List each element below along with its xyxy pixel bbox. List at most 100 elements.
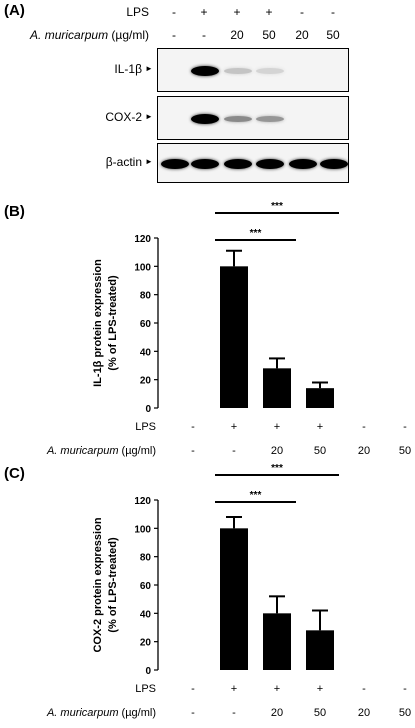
y-tick-label: 0 [145,666,151,677]
bar-1 [220,528,248,670]
y-axis-label-line1: IL-1β protein expression [92,259,104,387]
blot-arrow-icon-0: ► [145,64,153,73]
panel-a-lps-value-4: - [300,5,304,19]
panel-a-treatment-value-2: 20 [230,28,244,42]
lps-value-2: + [274,683,280,695]
treatment-value-0: - [191,707,195,719]
lps-value-1: + [231,421,237,433]
panel-a-treatment-value-3: 50 [262,28,276,42]
panel-a-treatment-value-4: 20 [295,28,309,42]
panel-a-lps-value-3: + [265,5,273,19]
bar-2 [263,613,291,670]
treatment-value-4: 20 [358,707,370,719]
significance-label-0: *** [250,490,262,501]
band-0-2 [224,68,252,74]
band-2-1 [191,159,219,169]
lps-value-3: + [317,421,323,433]
treatment-label: A. muricarpum (µg/ml) [46,445,156,457]
panel-a-lps-value-1: + [200,5,208,19]
lps-label: LPS [135,683,156,695]
lps-label: LPS [135,421,156,433]
bar-2 [263,368,291,408]
treatment-value-4: 20 [358,445,370,457]
panel-b-label: (B) [4,203,25,220]
y-axis-label-line2: (% of LPS-treated) [107,275,119,371]
y-tick-label: 20 [140,376,152,387]
y-tick-label: 40 [140,347,152,358]
treatment-value-5: 50 [399,445,411,457]
y-tick-label: 100 [134,262,151,273]
y-tick-label: 80 [140,553,152,564]
blot-0 [157,48,349,92]
band-0-3 [256,68,284,74]
panel-a-lps-value-0: - [172,5,176,19]
lps-value-1: + [231,683,237,695]
significance-label-0: *** [250,228,262,239]
panel-a-treatment-value-0: - [172,28,176,42]
treatment-value-3: 50 [314,445,326,457]
bar-3 [306,630,334,670]
panel-a-treatment-value-5: 50 [326,28,340,42]
treatment-unit: (µg/ml) [122,707,156,719]
band-2-2 [224,159,252,169]
blot-arrow-icon-1: ► [145,112,153,121]
lps-value-0: - [191,421,195,433]
treatment-label: A. muricarpum (µg/ml) [46,707,156,719]
band-0-1 [191,66,219,76]
panel-a-treatment-value-1: - [202,28,206,42]
treatment-name: A. muricarpum [46,445,122,457]
y-axis-label-line1: COX-2 protein expression [92,517,104,652]
significance-label-1: *** [271,201,283,212]
treatment-name: A. muricarpum [46,707,122,719]
blot-label-0: IL-1β [114,62,142,76]
lps-value-4: - [362,421,366,433]
panel-a-lps-value-5: - [331,5,335,19]
blot-2 [157,143,349,183]
treatment-value-2: 20 [271,445,283,457]
treatment-value-5: 50 [399,707,411,719]
treatment-value-0: - [191,445,195,457]
treatment-value-1: - [232,445,236,457]
lps-value-5: - [403,421,407,433]
y-tick-label: 60 [140,581,152,592]
band-2-3 [256,159,284,169]
panel-a-treatment-label: A. muricarpum (µg/ml) [30,28,149,42]
panel-a-lps-label: LPS [126,5,149,19]
panel-a-label: (A) [4,2,25,19]
bar-3 [306,388,334,408]
lps-value-3: + [317,683,323,695]
band-2-4 [289,159,317,169]
treatment-value-3: 50 [314,707,326,719]
y-tick-label: 40 [140,609,152,620]
treatment-unit: (µg/ml) [122,445,156,457]
y-tick-label: 80 [140,291,152,302]
treatment-value-1: - [232,707,236,719]
blot-label-2: β-actin [105,155,142,169]
y-tick-label: 120 [134,496,151,507]
lps-value-0: - [191,683,195,695]
y-axis-label-line2: (% of LPS-treated) [107,537,119,633]
band-1-3 [256,116,284,122]
blot-1 [157,96,349,140]
band-1-1 [191,114,219,124]
lps-value-5: - [403,683,407,695]
treatment-unit: (µg/ml) [111,28,149,42]
y-tick-label: 0 [145,404,151,415]
bar-1 [220,266,248,408]
y-tick-label: 100 [134,524,151,535]
lps-value-2: + [274,421,280,433]
y-tick-label: 120 [134,234,151,245]
blot-arrow-icon-2: ► [145,157,153,166]
treatment-value-2: 20 [271,707,283,719]
panel-c-label: (C) [4,465,25,482]
panel-a-lps-value-2: + [233,5,241,19]
significance-label-1: *** [271,463,283,474]
lps-value-4: - [362,683,366,695]
band-2-0 [161,159,189,169]
band-1-2 [224,116,252,122]
y-tick-label: 60 [140,319,152,330]
y-tick-label: 20 [140,638,152,649]
band-2-5 [320,159,348,169]
